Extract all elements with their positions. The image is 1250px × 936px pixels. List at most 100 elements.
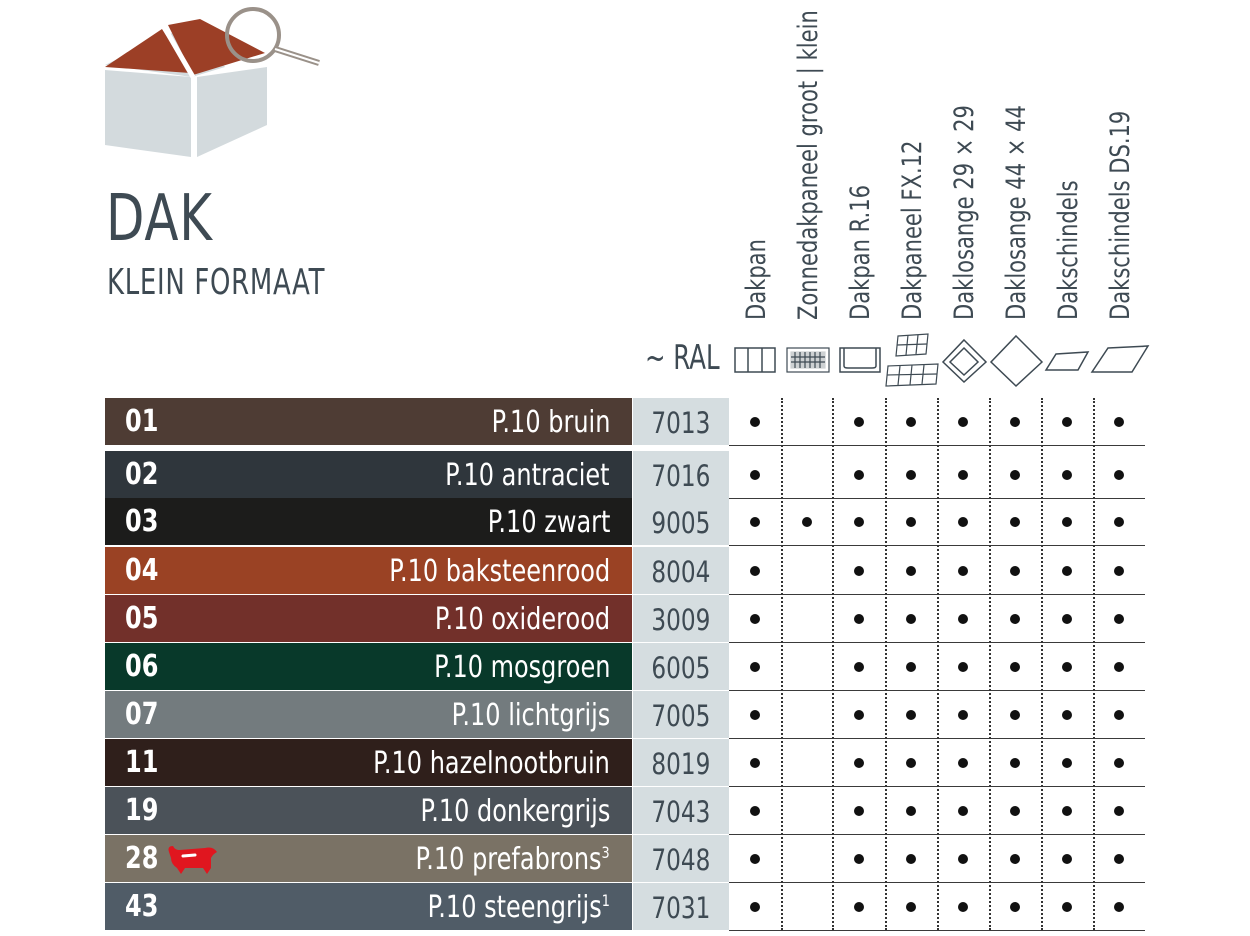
ral-column-header: ~ RAL xyxy=(645,338,720,378)
availability-dot xyxy=(1114,566,1124,576)
availability-dot xyxy=(1010,470,1020,480)
table-row: 05 P.10 oxiderood 3009 xyxy=(105,595,1145,643)
availability-dot xyxy=(854,417,864,427)
availability-dot xyxy=(1114,854,1124,864)
availability-dot xyxy=(906,662,916,672)
ral-value: 3009 xyxy=(633,595,729,642)
availability-dot xyxy=(958,517,968,527)
availability-dot xyxy=(854,470,864,480)
availability-dot xyxy=(1010,902,1020,912)
dakpan-r16-profile-icon xyxy=(839,347,881,373)
footnote-marker: 3 xyxy=(601,843,610,862)
availability-dot xyxy=(854,662,864,672)
dakpaneel-fx12-profile-icon xyxy=(885,333,939,387)
availability-dot xyxy=(854,902,864,912)
ral-value: 6005 xyxy=(633,643,729,690)
ral-value: 7043 xyxy=(633,787,729,834)
availability-dot xyxy=(958,662,968,672)
ral-value: 9005 xyxy=(633,498,729,545)
ral-value: 8004 xyxy=(633,547,729,594)
availability-dot xyxy=(1114,517,1124,527)
availability-dot xyxy=(958,417,968,427)
table-row: 06 P.10 mosgroen 6005 xyxy=(105,643,1145,691)
availability-dot xyxy=(854,758,864,768)
color-name: P.10 mosgroen xyxy=(433,650,610,685)
availability-dot xyxy=(1114,417,1124,427)
availability-dot xyxy=(906,806,916,816)
availability-dot xyxy=(750,662,760,672)
daklosange-44-profile-icon xyxy=(989,334,1044,388)
availability-dot xyxy=(1010,566,1020,576)
color-code: 01 xyxy=(125,404,159,439)
availability-dot xyxy=(750,517,760,527)
table-row: 04 P.10 baksteenrood 8004 xyxy=(105,547,1145,595)
availability-dot xyxy=(958,566,968,576)
availability-dot xyxy=(750,417,760,427)
ral-value: 7016 xyxy=(633,451,729,498)
availability-dot xyxy=(958,902,968,912)
ral-value: 7048 xyxy=(633,835,729,882)
color-band: 01 P.10 bruin xyxy=(105,398,632,445)
availability-dot xyxy=(1062,758,1072,768)
color-band: 11 P.10 hazelnootbruin xyxy=(105,739,632,786)
page-title: DAK xyxy=(106,182,213,256)
color-code: 03 xyxy=(125,504,159,539)
color-code: 02 xyxy=(125,457,159,492)
ral-value: 7005 xyxy=(633,691,729,738)
availability-dot xyxy=(1114,758,1124,768)
availability-dot xyxy=(1062,517,1072,527)
table-row: 07 P.10 lichtgrijs 7005 xyxy=(105,691,1145,739)
ral-value: 7013 xyxy=(633,398,729,445)
availability-dot xyxy=(1114,710,1124,720)
availability-dot xyxy=(854,614,864,624)
color-code: 43 xyxy=(125,889,159,924)
zonnedakpaneel-profile-icon xyxy=(786,347,830,373)
availability-dot xyxy=(906,902,916,912)
profile-icons-row xyxy=(734,333,1150,388)
color-name: P.10 steengrijs1 xyxy=(427,890,610,925)
color-name: P.10 donkergrijs xyxy=(420,794,610,829)
availability-dot xyxy=(1010,854,1020,864)
table-row: 11 P.10 hazelnootbruin 8019 xyxy=(105,739,1145,787)
availability-dot xyxy=(1062,614,1072,624)
dakschindels-profile-icon xyxy=(1044,351,1090,371)
color-name: P.10 oxiderood xyxy=(434,602,610,637)
availability-dot xyxy=(1010,417,1020,427)
table-row: 03 P.10 zwart 9005 xyxy=(105,498,1145,546)
availability-dot xyxy=(1062,902,1072,912)
availability-dot xyxy=(906,470,916,480)
availability-dot xyxy=(1062,710,1072,720)
color-band: 07 P.10 lichtgrijs xyxy=(105,691,632,738)
availability-dot xyxy=(750,470,760,480)
availability-dot xyxy=(1010,806,1020,816)
column-separator xyxy=(885,398,887,930)
availability-dot xyxy=(1114,614,1124,624)
availability-dot xyxy=(802,517,812,527)
availability-dot xyxy=(854,517,864,527)
red-bull-icon xyxy=(168,846,217,874)
column-separator xyxy=(1041,398,1043,930)
color-band: 04 P.10 baksteenrood xyxy=(105,547,632,594)
availability-dot xyxy=(1062,417,1072,427)
availability-dot xyxy=(906,758,916,768)
availability-dot xyxy=(958,470,968,480)
column-separator xyxy=(989,398,991,930)
color-code: 07 xyxy=(125,697,159,732)
dakschindels-ds19-profile-icon xyxy=(1090,345,1150,373)
column-separator xyxy=(781,398,783,930)
availability-dot xyxy=(1062,854,1072,864)
color-name: P.10 lichtgrijs xyxy=(451,698,610,733)
color-band: 28 P.10 prefabrons3 xyxy=(105,835,632,882)
availability-dot xyxy=(750,902,760,912)
color-name: P.10 zwart xyxy=(487,505,610,540)
availability-dot xyxy=(750,710,760,720)
availability-dot xyxy=(906,614,916,624)
color-code: 04 xyxy=(125,553,159,588)
availability-dot xyxy=(750,566,760,576)
ral-value: 7031 xyxy=(633,883,729,930)
color-code: 19 xyxy=(125,793,159,828)
footnote-marker: 1 xyxy=(601,891,610,910)
availability-dot xyxy=(854,854,864,864)
column-separator xyxy=(1093,398,1095,930)
availability-dot xyxy=(1062,662,1072,672)
